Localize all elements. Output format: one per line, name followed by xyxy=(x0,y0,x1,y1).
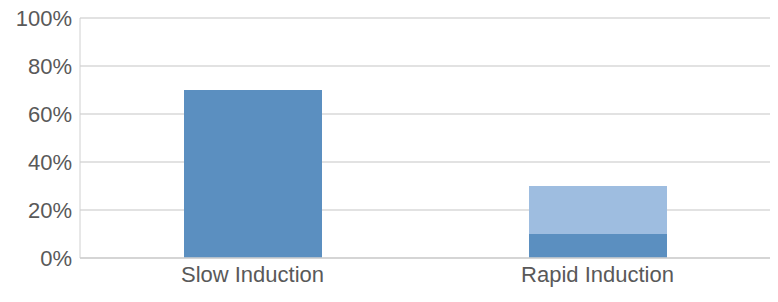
svg-text:100%: 100% xyxy=(16,8,72,31)
svg-text:40%: 40% xyxy=(28,150,72,175)
svg-text:80%: 80% xyxy=(28,54,72,79)
svg-text:20%: 20% xyxy=(28,198,72,223)
svg-text:Slow Induction: Slow Induction xyxy=(181,262,324,287)
svg-text:0%: 0% xyxy=(40,246,72,271)
svg-text:Rapid Induction: Rapid Induction xyxy=(521,262,674,287)
svg-text:60%: 60% xyxy=(28,102,72,127)
